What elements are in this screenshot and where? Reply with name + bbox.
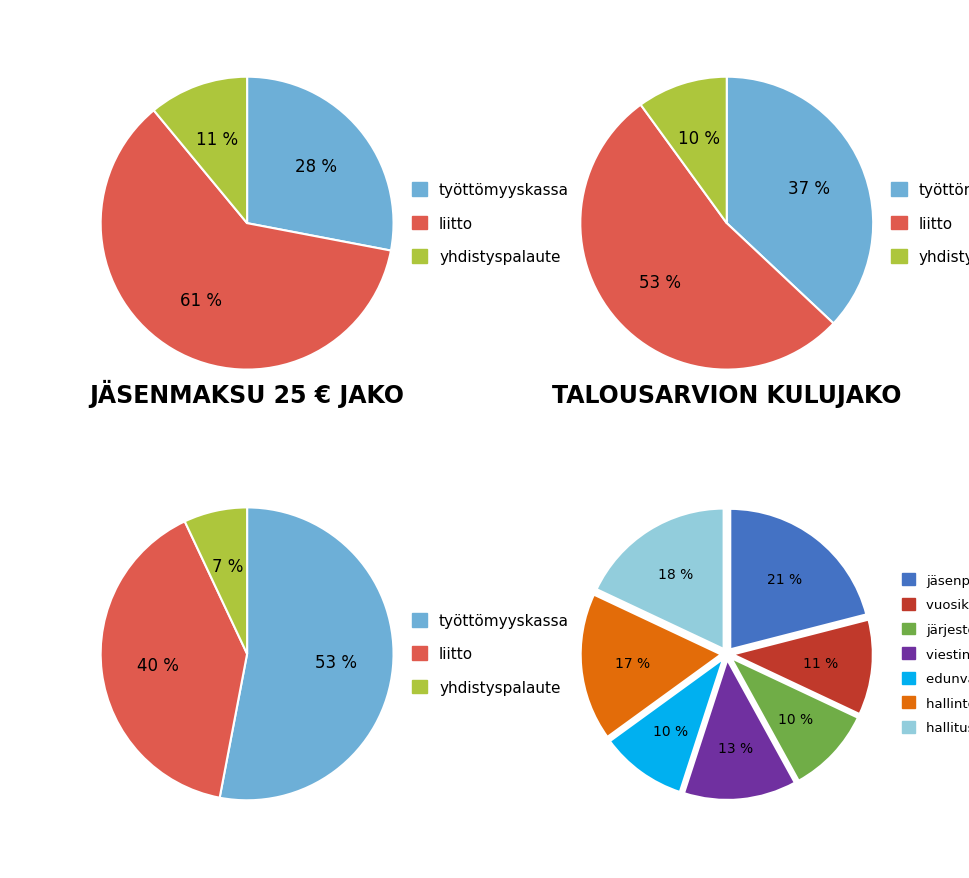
Text: 61 %: 61 % [180,291,223,310]
Wedge shape [101,112,391,371]
Wedge shape [641,77,727,224]
Wedge shape [101,522,247,798]
Wedge shape [247,77,393,251]
Title: TALOUSARVION KULUJAKO: TALOUSARVION KULUJAKO [552,384,901,407]
Text: 7 %: 7 % [212,558,243,576]
Text: 17 %: 17 % [615,656,650,670]
Wedge shape [154,77,247,224]
Text: 11 %: 11 % [196,131,237,148]
Wedge shape [727,77,873,324]
Wedge shape [185,507,247,654]
Legend: jäsenpalvelut  34.100, vuosikokoukset  18.000, järjestötoiminta  15.640, viestin: jäsenpalvelut 34.100, vuosikokoukset 18.… [897,568,969,740]
Wedge shape [580,105,833,371]
Legend: työttömyyskassa, liitto, yhdistyspalaute: työttömyyskassa, liitto, yhdistyspalaute [405,607,576,702]
Text: 40 %: 40 % [138,657,179,674]
Wedge shape [732,620,873,715]
Text: 37 %: 37 % [788,179,830,198]
Wedge shape [596,508,724,650]
Text: 28 %: 28 % [296,158,337,176]
Text: 18 %: 18 % [658,567,694,581]
Wedge shape [683,659,796,801]
Text: 13 %: 13 % [718,741,753,755]
Text: 21 %: 21 % [767,572,802,587]
Legend: työttömyyskassa, liitto, yhdistyspalaute: työttömyyskassa, liitto, yhdistyspalaute [885,176,969,271]
Text: 10 %: 10 % [678,130,720,148]
Text: 11 %: 11 % [803,656,839,670]
Text: 10 %: 10 % [653,723,689,738]
Text: 10 %: 10 % [778,712,813,726]
Wedge shape [730,509,866,650]
Wedge shape [580,594,722,738]
Text: 53 %: 53 % [639,274,680,292]
Wedge shape [220,507,393,801]
Legend: työttömyyskassa, liitto, yhdistyspalaute: työttömyyskassa, liitto, yhdistyspalaute [405,176,576,271]
Wedge shape [731,658,859,781]
Title: JÄSENMAKSU 25 € JAKO: JÄSENMAKSU 25 € JAKO [89,379,405,407]
Wedge shape [610,658,724,793]
Text: 53 %: 53 % [315,653,358,672]
